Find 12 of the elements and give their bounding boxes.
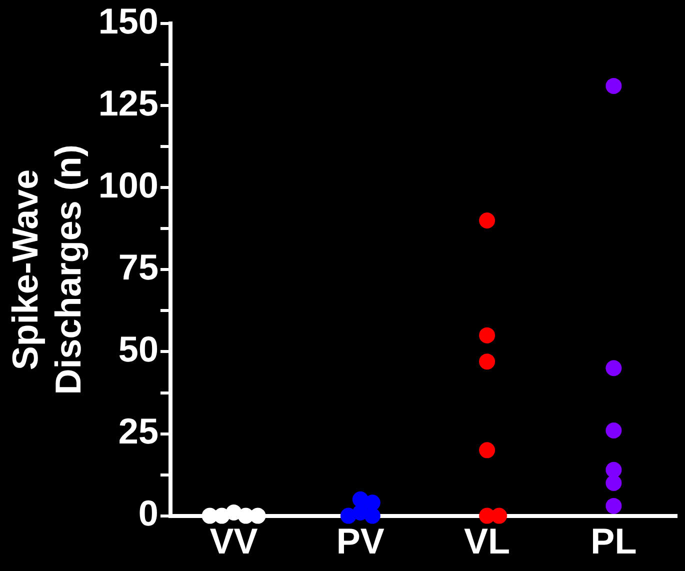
y-tick-label: 150 [98,0,158,42]
y-tick-label: 75 [118,246,158,288]
y-tick-label: 50 [118,328,158,370]
y-tick-label: 25 [118,410,158,452]
x-tick-label: PL [590,520,637,562]
x-tick-label: VV [210,520,258,562]
y-tick-label: 0 [138,492,158,534]
y-tick-label: 125 [98,82,158,124]
y-axis-title: Spike-Wave Discharges (n) [4,144,89,395]
x-tick-label: VL [464,520,510,562]
x-tick-label: PV [336,520,384,562]
y-tick-label: 100 [98,164,158,206]
